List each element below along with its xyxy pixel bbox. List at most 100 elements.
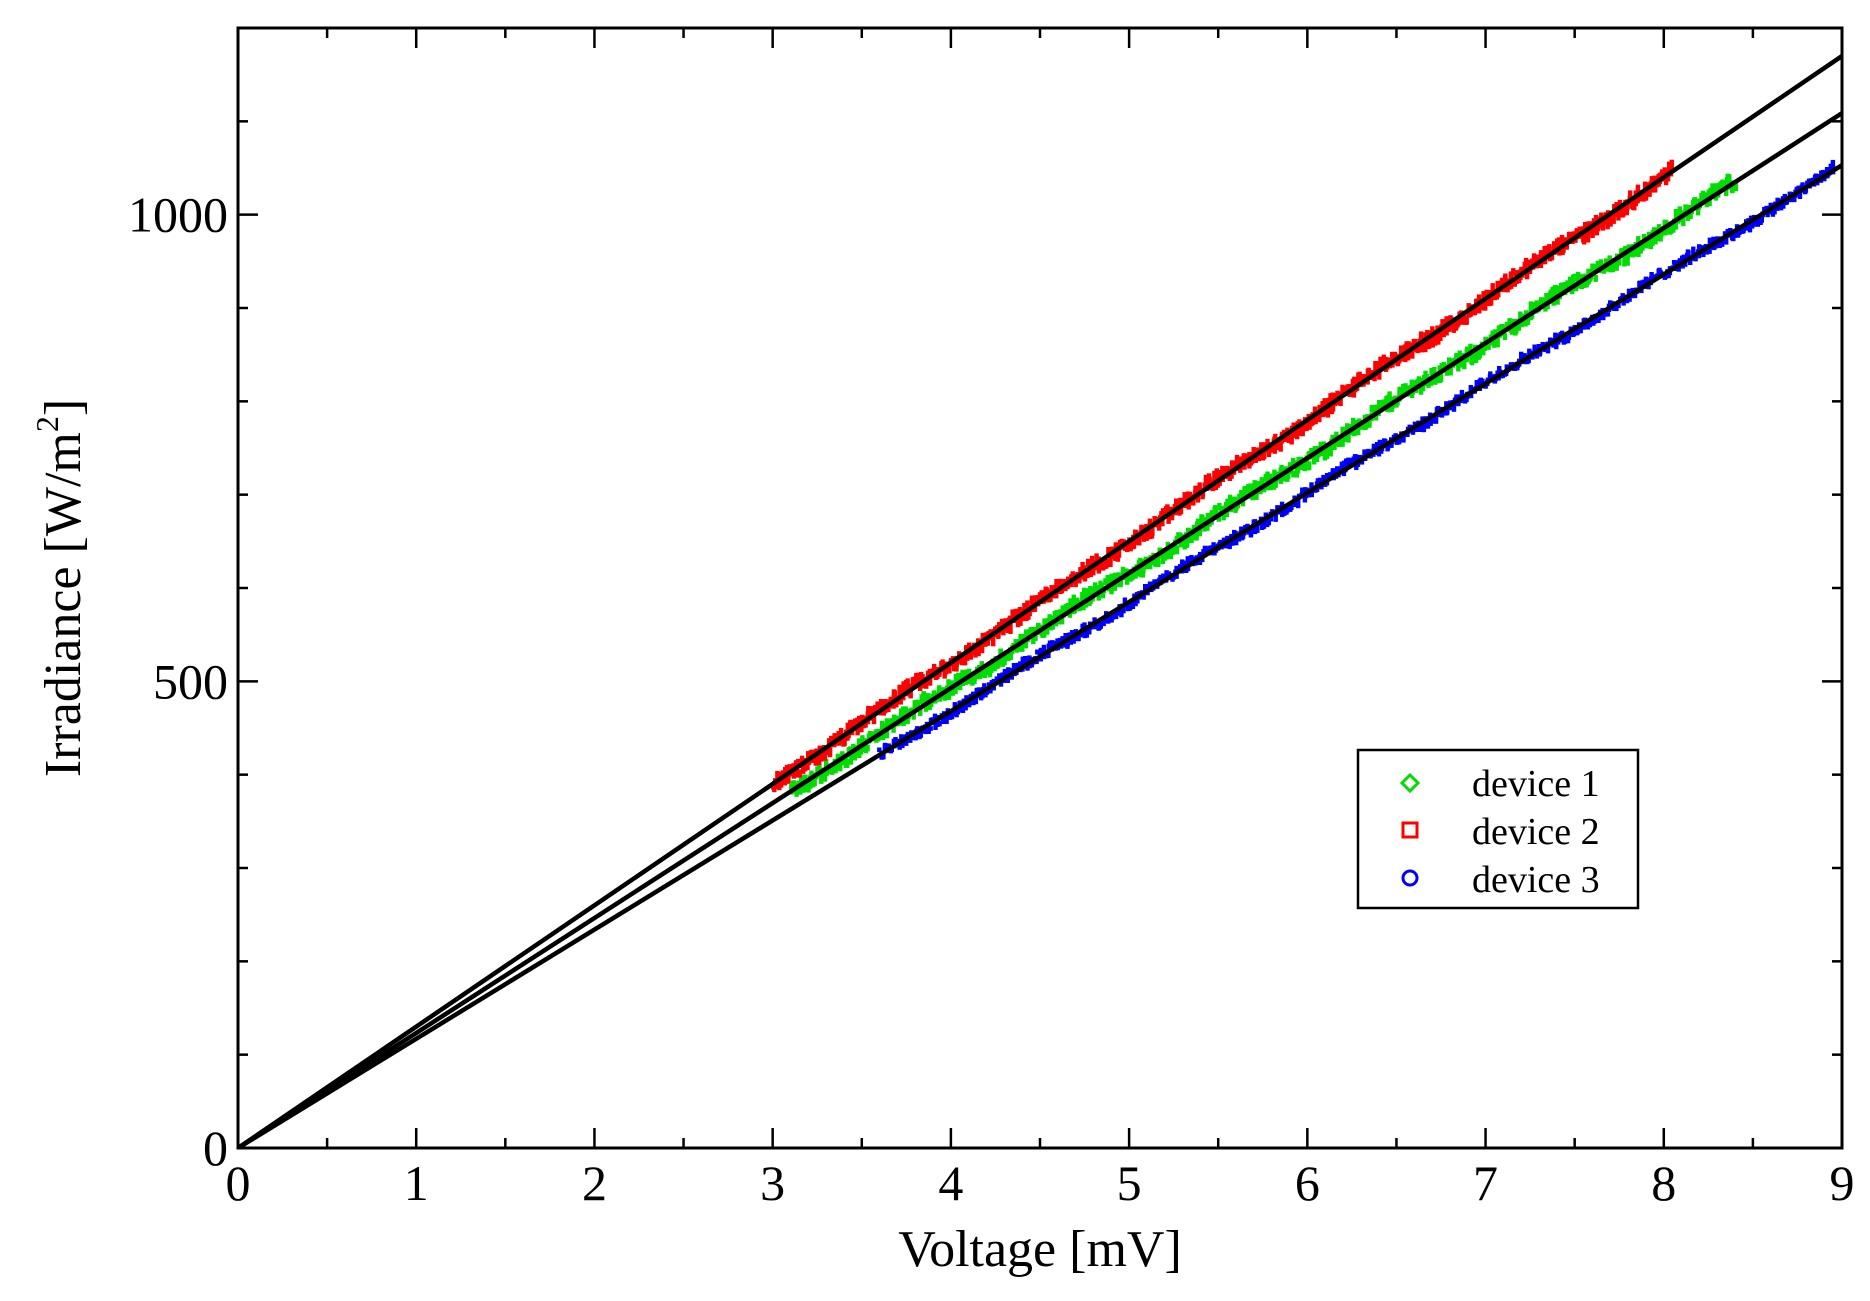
data-point — [1130, 599, 1136, 609]
data-point — [1459, 389, 1465, 398]
data-point — [794, 768, 799, 778]
data-point — [1027, 655, 1032, 662]
data-point — [1830, 159, 1836, 169]
data-point — [1498, 369, 1503, 374]
data-point — [1475, 383, 1480, 388]
data-point — [1496, 289, 1501, 298]
data-point — [1480, 378, 1485, 386]
data-point — [905, 731, 910, 738]
data-point — [1042, 618, 1047, 629]
data-point — [1635, 194, 1640, 204]
data-point — [784, 764, 790, 774]
data-point — [1000, 672, 1005, 680]
data-point — [1041, 644, 1047, 654]
data-point — [1695, 204, 1701, 216]
data-point — [1266, 520, 1271, 526]
legend-label-device-1: device 1 — [1472, 763, 1600, 805]
data-point — [1312, 406, 1318, 414]
data-point — [901, 706, 906, 716]
data-point — [826, 766, 831, 774]
data-point — [817, 754, 822, 766]
data-point — [1581, 233, 1587, 245]
data-point — [1484, 289, 1489, 297]
data-point — [976, 645, 981, 657]
data-point — [1109, 583, 1114, 595]
data-point — [892, 690, 897, 700]
data-point — [1108, 557, 1113, 568]
data-point — [1635, 184, 1641, 196]
data-point — [1677, 206, 1682, 217]
data-point — [1335, 466, 1340, 473]
data-point — [848, 720, 853, 732]
legend-circle-marker — [1401, 869, 1419, 887]
data-point — [1490, 330, 1495, 340]
data-point — [1055, 581, 1061, 591]
data-point — [1317, 411, 1322, 423]
data-point — [1373, 404, 1379, 415]
data-point — [901, 717, 906, 727]
legend-entry-device-3: device 3 — [1401, 859, 1600, 901]
data-point — [1540, 342, 1545, 348]
data-point — [1614, 306, 1619, 312]
data-point — [1073, 577, 1078, 588]
data-point — [1398, 345, 1404, 356]
data-point — [1423, 420, 1428, 429]
data-point — [1464, 354, 1469, 363]
data-point — [1456, 363, 1461, 372]
data-point — [1220, 465, 1225, 476]
data-point — [921, 691, 926, 703]
data-point — [1098, 621, 1103, 629]
data-point — [953, 687, 958, 695]
data-point — [904, 740, 909, 746]
data-point — [1340, 436, 1345, 447]
data-point — [1528, 301, 1533, 313]
data-point — [1650, 276, 1655, 281]
data-point — [1495, 336, 1500, 348]
data-point — [1272, 444, 1277, 454]
y-axis-title-main: Irradiance [W/m — [35, 432, 92, 777]
data-point — [897, 741, 902, 750]
data-point — [1155, 557, 1161, 568]
data-point — [1435, 376, 1440, 384]
data-point — [1361, 374, 1366, 381]
data-point — [1328, 393, 1333, 404]
data-point — [1797, 189, 1803, 199]
data-point — [1339, 461, 1345, 469]
x-tick-label: 5 — [1117, 1155, 1142, 1211]
data-point — [1330, 434, 1335, 442]
data-point — [1415, 345, 1421, 353]
data-point — [1157, 523, 1162, 531]
data-point — [1286, 432, 1292, 441]
data-point — [1290, 457, 1296, 468]
data-point — [1096, 590, 1101, 601]
data-point — [1122, 597, 1128, 606]
data-point — [1617, 209, 1623, 217]
data-point — [1570, 286, 1575, 295]
data-point — [944, 716, 949, 724]
data-point — [1197, 482, 1202, 492]
data-point — [1416, 376, 1421, 385]
data-point — [1309, 448, 1314, 456]
data-point — [911, 733, 916, 741]
data-point — [1503, 273, 1508, 284]
data-point — [1002, 668, 1008, 677]
data-point — [1619, 248, 1625, 257]
data-point — [1792, 193, 1797, 203]
data-point — [1377, 369, 1382, 380]
data-point — [1772, 207, 1777, 215]
data-point — [927, 677, 933, 686]
data-point — [1259, 442, 1264, 454]
data-point — [1237, 493, 1242, 505]
data-point — [1555, 285, 1561, 293]
data-point — [1001, 627, 1006, 636]
data-point — [1233, 530, 1238, 538]
data-point — [1018, 634, 1023, 644]
data-point — [1464, 315, 1469, 325]
data-point — [795, 758, 801, 767]
data-point — [859, 714, 865, 725]
data-point — [1116, 572, 1121, 582]
data-point — [1420, 342, 1425, 352]
data-point — [908, 736, 913, 743]
data-point — [1544, 296, 1550, 304]
data-point — [797, 769, 802, 778]
